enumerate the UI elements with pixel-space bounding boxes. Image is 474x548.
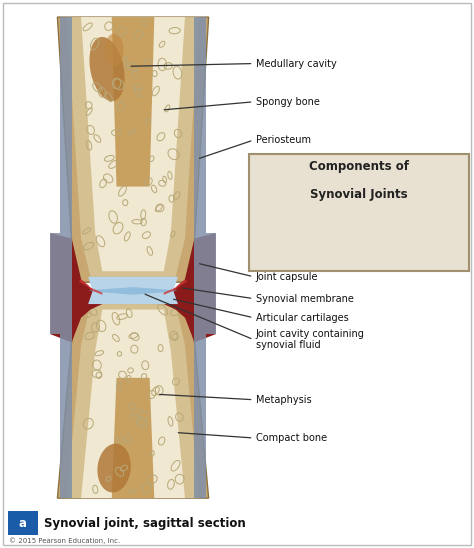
Polygon shape (88, 277, 178, 295)
Text: Synovial joint, sagittal section: Synovial joint, sagittal section (44, 517, 246, 530)
Polygon shape (88, 287, 178, 295)
Text: Synovial Joints: Synovial Joints (310, 187, 408, 201)
Polygon shape (194, 17, 216, 498)
Text: Metaphysis: Metaphysis (256, 395, 311, 405)
Polygon shape (50, 17, 72, 498)
Polygon shape (81, 17, 185, 271)
Text: a: a (19, 517, 27, 530)
Polygon shape (57, 17, 209, 282)
Text: Joint cavity containing
synovial fluid: Joint cavity containing synovial fluid (256, 329, 365, 350)
Polygon shape (164, 233, 216, 342)
Polygon shape (88, 287, 178, 304)
Text: Articular cartilages: Articular cartilages (256, 313, 349, 323)
Text: Components of: Components of (309, 161, 409, 173)
FancyBboxPatch shape (249, 154, 469, 271)
Polygon shape (112, 378, 155, 498)
Text: Compact bone: Compact bone (256, 433, 327, 443)
Ellipse shape (90, 37, 125, 101)
Text: © 2015 Pearson Education, Inc.: © 2015 Pearson Education, Inc. (9, 538, 120, 544)
Polygon shape (67, 17, 199, 277)
Text: Spongy bone: Spongy bone (256, 97, 320, 107)
Polygon shape (67, 304, 199, 498)
Text: Medullary cavity: Medullary cavity (256, 59, 337, 68)
Text: Joint capsule: Joint capsule (256, 272, 319, 282)
Polygon shape (50, 233, 102, 342)
Polygon shape (79, 279, 102, 295)
Text: Synovial membrane: Synovial membrane (256, 294, 354, 304)
Polygon shape (164, 279, 187, 295)
Ellipse shape (105, 33, 124, 66)
FancyBboxPatch shape (8, 511, 38, 535)
Ellipse shape (98, 443, 131, 493)
Polygon shape (112, 17, 155, 186)
Polygon shape (81, 310, 185, 498)
Polygon shape (57, 299, 209, 498)
Text: Periosteum: Periosteum (256, 135, 311, 145)
